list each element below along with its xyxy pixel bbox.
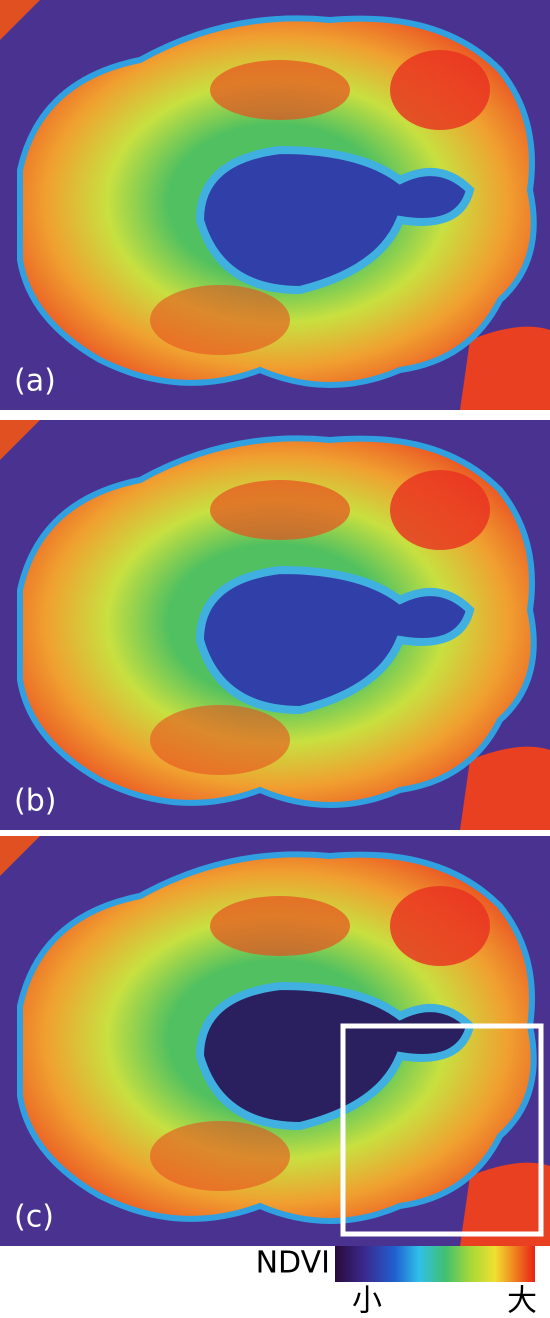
map-panel: (b) [0,420,550,830]
red-patch [150,705,290,775]
legend-low: 小 [352,1284,382,1318]
figure: (a) (b) (c) NDVI 小 大 [0,0,550,1318]
panels: (a) (b) (c) [0,0,550,1246]
red-patch [210,60,350,120]
map-panel: (a) [0,0,550,410]
page: (a)(b)(c) NDVI 小 大 (() => { const data =… [0,0,550,1318]
map-panel: (c) [0,836,550,1246]
red-patch [150,1121,290,1191]
red-patch [390,886,490,966]
red-patch [390,470,490,550]
red-patch [210,480,350,540]
legend-high: 大 [507,1284,537,1318]
panel-label: (b) [14,784,56,819]
red-patch [390,50,490,130]
red-patch [150,285,290,355]
panel-label: (a) [14,364,56,399]
panel-label: (c) [14,1200,54,1235]
red-patch [210,896,350,956]
colorbar [335,1246,535,1282]
legend: NDVI 小 大 [256,1246,537,1318]
legend-title: NDVI [256,1246,330,1281]
